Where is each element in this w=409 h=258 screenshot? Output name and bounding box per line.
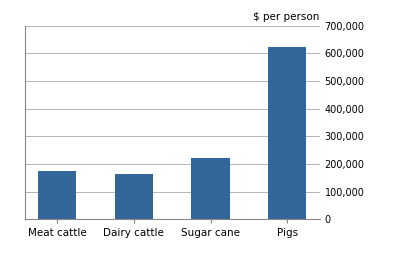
Text: $ per person: $ per person <box>253 12 319 22</box>
Bar <box>267 46 306 219</box>
Bar <box>115 174 153 219</box>
Bar <box>191 158 229 219</box>
Bar <box>38 171 76 219</box>
